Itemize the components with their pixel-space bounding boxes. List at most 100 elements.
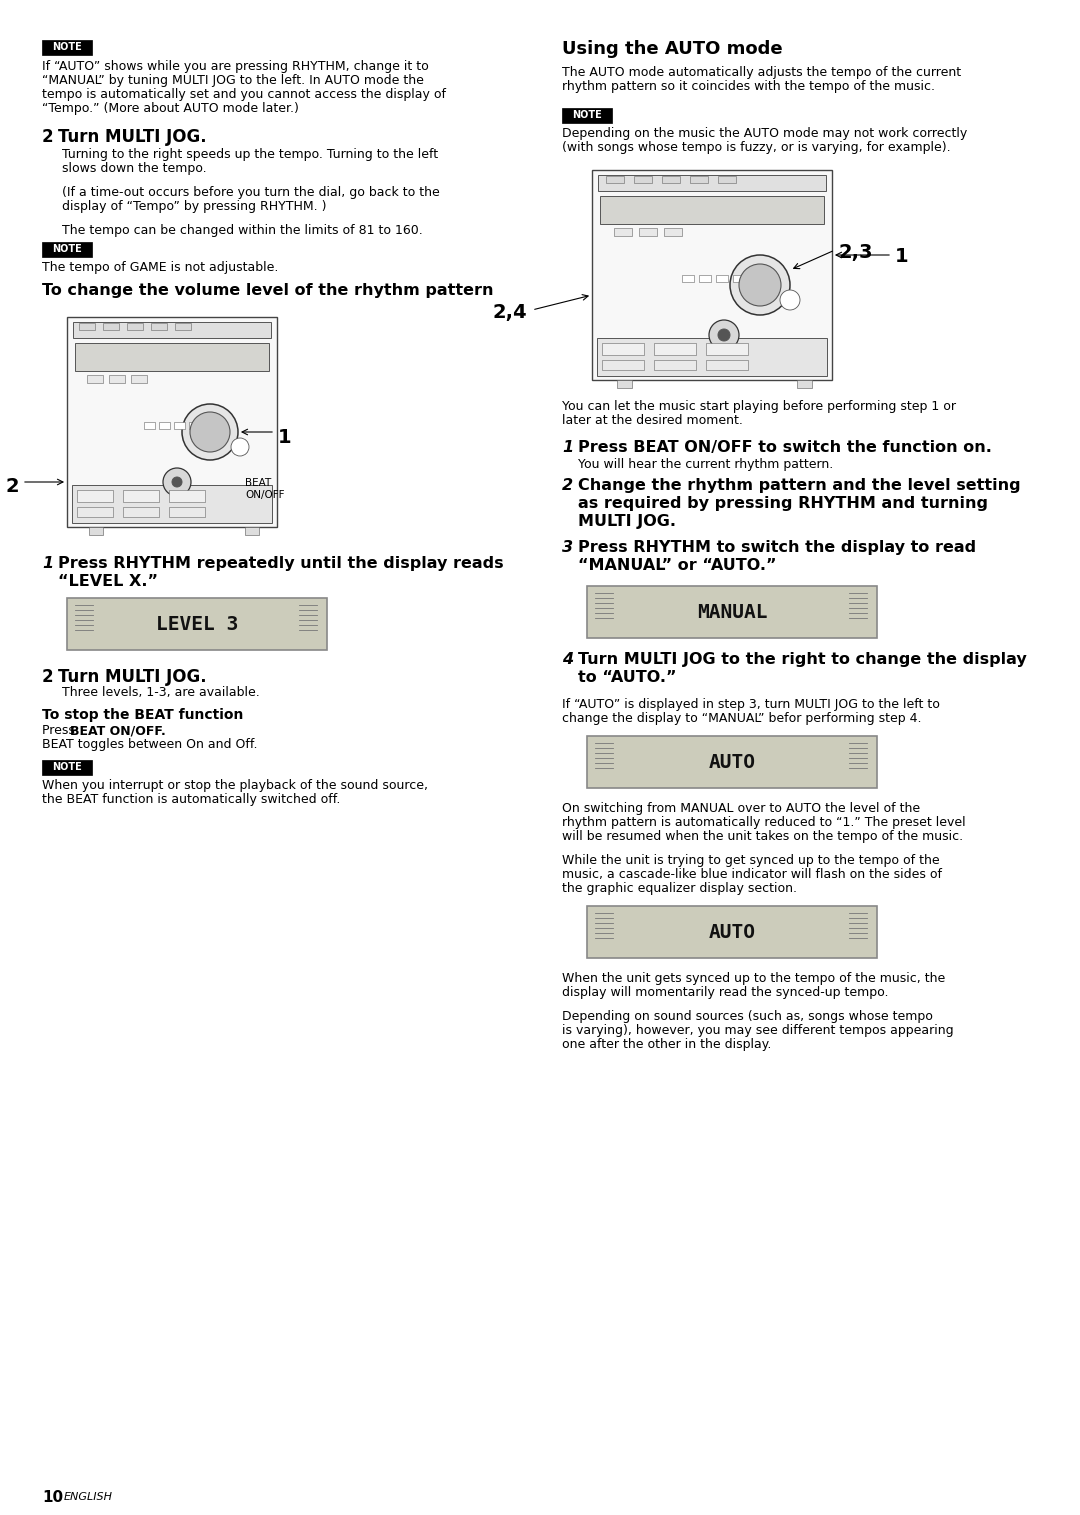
Bar (168, 489, 205, 501)
Text: 2: 2 (562, 479, 573, 492)
Text: the graphic equalizer display section.: the graphic equalizer display section. (562, 882, 797, 895)
Circle shape (739, 264, 781, 306)
Bar (598, 176, 826, 191)
Text: LEVEL 3: LEVEL 3 (156, 615, 238, 633)
Bar (123, 489, 159, 501)
Circle shape (163, 468, 191, 495)
Text: Press: Press (42, 724, 79, 736)
Circle shape (172, 477, 183, 486)
Bar (562, 108, 612, 123)
Text: 1: 1 (42, 556, 53, 571)
Bar (654, 342, 696, 355)
Text: rhythm pattern so it coincides with the tempo of the music.: rhythm pattern so it coincides with the … (562, 80, 935, 92)
Text: 10: 10 (42, 1489, 63, 1504)
Text: BEAT ON/OFF.: BEAT ON/OFF. (70, 724, 165, 736)
Text: On switching from MANUAL over to AUTO the level of the: On switching from MANUAL over to AUTO th… (562, 801, 920, 815)
Text: Turn MULTI JOG.: Turn MULTI JOG. (58, 668, 206, 686)
Bar (174, 423, 185, 429)
Circle shape (183, 405, 238, 461)
Bar (109, 376, 125, 383)
Circle shape (730, 255, 789, 315)
Bar (662, 176, 680, 183)
Text: (with songs whose tempo is fuzzy, or is varying, for example).: (with songs whose tempo is fuzzy, or is … (562, 141, 950, 155)
Text: NOTE: NOTE (572, 111, 602, 121)
Text: tempo is automatically set and you cannot access the display of: tempo is automatically set and you canno… (42, 88, 446, 102)
Text: ENGLISH: ENGLISH (64, 1492, 113, 1501)
Bar (690, 176, 708, 183)
Text: 2,4: 2,4 (492, 303, 527, 323)
Text: later at the desired moment.: later at the desired moment. (562, 414, 743, 427)
Bar (634, 176, 652, 183)
Bar (588, 906, 877, 957)
Text: ON/OFF: ON/OFF (245, 489, 284, 500)
Bar (73, 323, 271, 338)
Text: BEAT toggles between On and Off.: BEAT toggles between On and Off. (42, 738, 257, 751)
Text: The AUTO mode automatically adjusts the tempo of the current: The AUTO mode automatically adjusts the … (562, 67, 961, 79)
Bar (699, 276, 711, 282)
Bar (797, 380, 812, 388)
Text: “MANUAL” by tuning MULTI JOG to the left. In AUTO mode the: “MANUAL” by tuning MULTI JOG to the left… (42, 74, 423, 86)
Text: NOTE: NOTE (52, 42, 82, 53)
Bar (151, 323, 167, 330)
Text: Change the rhythm pattern and the level setting: Change the rhythm pattern and the level … (578, 479, 1021, 492)
Text: 1: 1 (895, 247, 908, 267)
Bar (103, 323, 119, 330)
Text: is varying), however, you may see different tempos appearing: is varying), however, you may see differ… (562, 1024, 954, 1036)
Text: AUTO: AUTO (708, 923, 756, 941)
Bar (706, 342, 748, 355)
Text: Press RHYTHM repeatedly until the display reads: Press RHYTHM repeatedly until the displa… (58, 556, 503, 571)
Circle shape (190, 412, 230, 451)
Circle shape (718, 329, 730, 341)
Text: 2: 2 (42, 668, 54, 686)
Bar (77, 508, 113, 517)
Text: display will momentarily read the synced-up tempo.: display will momentarily read the synced… (562, 986, 889, 998)
Bar (716, 276, 728, 282)
Text: Press BEAT ON/OFF to switch the function on.: Press BEAT ON/OFF to switch the function… (578, 439, 991, 454)
Bar (175, 323, 191, 330)
Bar (588, 586, 877, 638)
Text: the BEAT function is automatically switched off.: the BEAT function is automatically switc… (42, 792, 340, 806)
Text: slows down the tempo.: slows down the tempo. (62, 162, 206, 176)
Text: to “AUTO.”: to “AUTO.” (578, 670, 676, 685)
Bar (681, 276, 694, 282)
Bar (123, 508, 159, 517)
Text: NOTE: NOTE (52, 762, 82, 773)
Bar (654, 361, 696, 370)
Text: To change the volume level of the rhythm pattern: To change the volume level of the rhythm… (42, 283, 494, 298)
Text: While the unit is trying to get synced up to the tempo of the: While the unit is trying to get synced u… (562, 854, 940, 867)
Bar (89, 527, 103, 535)
Circle shape (231, 438, 249, 456)
Text: To stop the BEAT function: To stop the BEAT function (42, 708, 243, 723)
Text: When the unit gets synced up to the tempo of the music, the: When the unit gets synced up to the temp… (562, 973, 945, 985)
Text: If “AUTO” shows while you are pressing RHYTHM, change it to: If “AUTO” shows while you are pressing R… (42, 61, 429, 73)
Bar (67, 317, 276, 527)
Bar (615, 227, 632, 236)
Text: “LEVEL X.”: “LEVEL X.” (58, 574, 158, 589)
Bar (617, 380, 632, 388)
Text: Depending on the music the AUTO mode may not work correctly: Depending on the music the AUTO mode may… (562, 127, 968, 139)
Text: “MANUAL” or “AUTO.”: “MANUAL” or “AUTO.” (578, 558, 777, 573)
Text: The tempo of GAME is not adjustable.: The tempo of GAME is not adjustable. (42, 261, 279, 274)
Bar (131, 376, 147, 383)
Text: 1: 1 (278, 429, 292, 447)
Text: You will hear the current rhythm pattern.: You will hear the current rhythm pattern… (578, 458, 834, 471)
Bar (127, 323, 143, 330)
Bar (72, 485, 272, 523)
Text: BEAT: BEAT (245, 479, 271, 488)
Bar (718, 176, 735, 183)
Text: change the display to “MANUAL” befor performing step 4.: change the display to “MANUAL” befor per… (562, 712, 921, 726)
Bar (144, 423, 156, 429)
Bar (664, 227, 681, 236)
Bar (75, 342, 269, 371)
Text: The tempo can be changed within the limits of 81 to 160.: The tempo can be changed within the limi… (62, 224, 422, 236)
Bar (168, 508, 205, 517)
Bar (733, 276, 745, 282)
Bar (42, 39, 92, 55)
Bar (602, 361, 644, 370)
Text: AUTO: AUTO (708, 753, 756, 771)
Bar (602, 342, 644, 355)
Bar (639, 227, 657, 236)
Text: display of “Tempo” by pressing RHYTHM. ): display of “Tempo” by pressing RHYTHM. ) (62, 200, 326, 214)
Text: as required by pressing RHYTHM and turning: as required by pressing RHYTHM and turni… (578, 495, 988, 511)
Text: MULTI JOG.: MULTI JOG. (578, 514, 676, 529)
